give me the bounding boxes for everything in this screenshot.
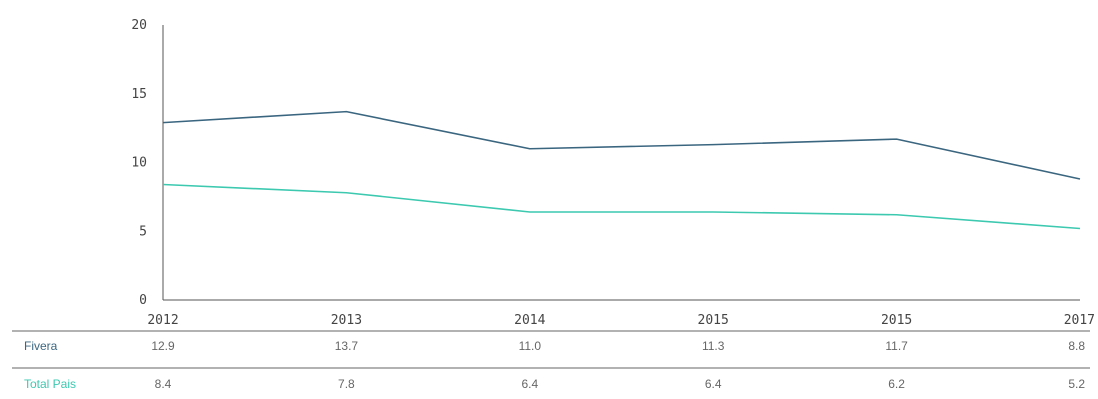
y-tick-label: 0 bbox=[139, 293, 147, 308]
y-tick-label: 20 bbox=[131, 18, 147, 33]
table-cell: 5.2 bbox=[1068, 377, 1085, 391]
table-cell: 6.4 bbox=[521, 377, 538, 391]
series-line-fivera bbox=[162, 110, 1081, 180]
y-tick-label: 15 bbox=[131, 87, 147, 102]
x-tick-label: 2017 bbox=[1064, 313, 1095, 328]
table-cell: 6.2 bbox=[888, 377, 905, 391]
table-cell: 11.3 bbox=[702, 339, 725, 353]
table-cell: 8.8 bbox=[1068, 339, 1085, 353]
table-cell: 11.0 bbox=[519, 339, 542, 353]
table-series-label: Fivera bbox=[24, 339, 58, 353]
data-table: Fivera 12.9 13.7 11.0 11.3 11.7 8.8 Total Pais 8… bbox=[12, 330, 1090, 391]
x-tick-label: 2015 bbox=[881, 313, 912, 328]
x-tick-label: 2014 bbox=[514, 313, 545, 328]
x-tick-labels: 2012 2013 2014 2015 2015 2017 bbox=[147, 313, 1095, 328]
x-tick-label: 2015 bbox=[698, 313, 729, 328]
series-line-total-pais bbox=[162, 183, 1081, 230]
y-tick-label: 5 bbox=[139, 224, 147, 239]
table-cell: 13.7 bbox=[335, 339, 359, 353]
x-tick-label: 2012 bbox=[147, 313, 178, 328]
table-series-label: Total Pais bbox=[24, 377, 76, 391]
y-tick-labels: 0 5 10 15 20 bbox=[131, 18, 147, 308]
table-cell: 6.4 bbox=[705, 377, 722, 391]
y-tick-label: 10 bbox=[131, 156, 147, 171]
table-cell: 12.9 bbox=[151, 339, 175, 353]
x-tick-label: 2013 bbox=[331, 313, 362, 328]
table-cell: 11.7 bbox=[885, 339, 908, 353]
series-lines bbox=[162, 110, 1081, 230]
table-cell: 7.8 bbox=[338, 377, 355, 391]
table-cell: 8.4 bbox=[155, 377, 172, 391]
